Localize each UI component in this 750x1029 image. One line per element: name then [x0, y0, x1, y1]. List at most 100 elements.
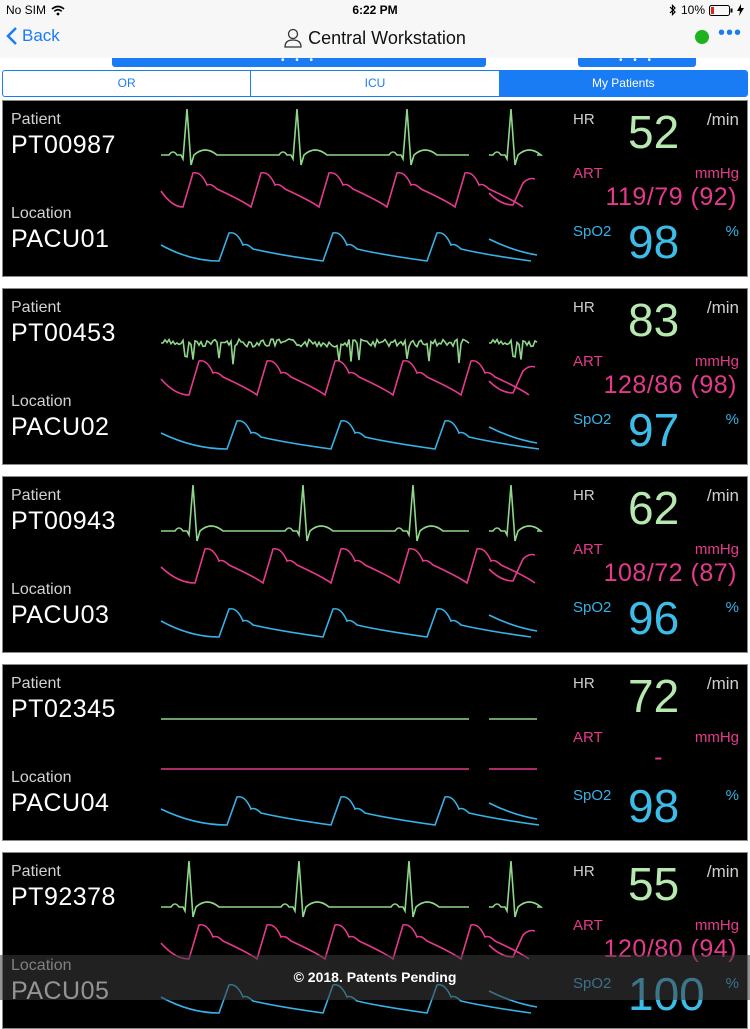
- art-waveform-tail: [488, 365, 536, 394]
- patient-label: Patient: [11, 299, 61, 316]
- ecg-waveform: [160, 337, 470, 365]
- art-label: ART: [573, 729, 603, 746]
- tab-my-patients[interactable]: My Patients: [499, 71, 747, 96]
- waveform-display: [160, 718, 540, 826]
- copyright-text: © 2018. Patents Pending: [293, 969, 457, 985]
- hr-unit: /min: [706, 110, 739, 129]
- hr-label: HR: [573, 299, 595, 316]
- back-label: Back: [22, 26, 60, 45]
- battery-percent: 10%: [680, 3, 705, 17]
- status-bar: No SIM 6:22 PM 10%: [0, 0, 750, 20]
- connection-status-indicator: [695, 30, 709, 44]
- patient-label: Patient: [11, 487, 61, 504]
- pleth-waveform-tail: [488, 238, 538, 256]
- pleth-waveform-tail: [488, 802, 538, 820]
- spo2-label: SpO2: [573, 787, 612, 804]
- art-waveform: [160, 923, 530, 961]
- tab-or[interactable]: OR: [3, 71, 252, 96]
- location-label: Location: [11, 205, 72, 222]
- art-value: 119/79 (92): [605, 183, 737, 211]
- spo2-label: SpO2: [573, 223, 612, 240]
- art-unit: mmHg: [694, 729, 739, 746]
- patient-id: PT00453: [11, 319, 116, 347]
- art-waveform: [160, 547, 536, 585]
- location-label: Location: [11, 393, 72, 410]
- spo2-label: SpO2: [573, 599, 612, 616]
- more-options-icon[interactable]: •••: [718, 22, 743, 44]
- hr-value: 62: [628, 482, 680, 534]
- hr-label: HR: [573, 863, 595, 880]
- pleth-waveform: [160, 607, 532, 638]
- ecg-waveform-tail: [489, 484, 543, 542]
- patient-id: PT92378: [11, 883, 116, 911]
- art-unit: mmHg: [694, 353, 739, 370]
- hr-value: 52: [628, 106, 680, 158]
- art-label: ART: [573, 165, 603, 182]
- page-title: Central Workstation: [0, 27, 750, 49]
- hr-unit: /min: [706, 862, 739, 881]
- hr-label: HR: [573, 111, 595, 128]
- art-waveform-tail: [488, 929, 536, 958]
- art-waveform-tail: [488, 553, 536, 582]
- art-unit: mmHg: [694, 541, 739, 558]
- location-id: PACU04: [11, 789, 110, 817]
- ecg-waveform-tail: [489, 860, 543, 918]
- art-value: 128/86 (98): [603, 371, 737, 399]
- waveform-display: [160, 484, 543, 638]
- hr-value: 55: [628, 858, 680, 910]
- spo2-value: 96: [628, 592, 680, 644]
- art-waveform-tail: [488, 177, 536, 206]
- location-label: Location: [11, 769, 72, 786]
- art-waveform: [160, 359, 530, 397]
- spo2-value: 98: [628, 216, 680, 268]
- spo2-value: 97: [628, 404, 680, 456]
- ward-tabs: OR ICU My Patients: [2, 70, 748, 97]
- pleth-waveform-tail: [488, 426, 538, 444]
- patient-monitor-tile[interactable]: Patient PT00943 Location PACU03 HR/min 62 ART m…: [2, 476, 748, 653]
- carrier-label: No SIM: [6, 3, 47, 17]
- bluetooth-icon: [669, 4, 676, 16]
- waveform-display: [160, 108, 543, 262]
- patient-monitor-tile[interactable]: Patient PT00987 Location PACU01 HR/min 52 ART m…: [2, 100, 748, 277]
- right-pane-drag-handle[interactable]: • • •: [578, 56, 696, 67]
- location-id: PACU03: [11, 601, 110, 629]
- spo2-value: 98: [628, 780, 680, 832]
- back-button[interactable]: Back: [6, 26, 60, 46]
- pleth-waveform: [160, 795, 540, 826]
- charging-icon: [737, 4, 744, 16]
- patient-monitor-tile[interactable]: PatientPT92378LocationPACU05HR/min55ARTm…: [2, 852, 748, 1029]
- left-pane-drag-handle[interactable]: • • •: [112, 56, 486, 67]
- pleth-waveform: [160, 231, 532, 262]
- spo2-unit: %: [725, 599, 739, 616]
- art-unit: mmHg: [694, 165, 739, 182]
- user-icon: [284, 29, 302, 48]
- patient-id: PT02345: [11, 695, 116, 723]
- ecg-waveform: [161, 484, 469, 542]
- art-label: ART: [573, 541, 603, 558]
- art-unit: mmHg: [694, 917, 739, 934]
- hr-unit: /min: [706, 298, 739, 317]
- tab-icu[interactable]: ICU: [251, 71, 500, 96]
- waveform-display: [160, 860, 543, 1014]
- patient-label: Patient: [11, 675, 61, 692]
- ecg-waveform: [161, 108, 469, 166]
- patient-monitor-tile[interactable]: Patient PT02345 Location PACU04 HR/min 72 ART m…: [2, 664, 748, 841]
- patient-label: Patient: [11, 111, 61, 128]
- hr-value: 72: [628, 670, 680, 722]
- clock: 6:22 PM: [352, 3, 398, 17]
- location-id: PACU01: [11, 225, 110, 253]
- patient-id: PT00943: [11, 507, 116, 535]
- location-id: PACU02: [11, 413, 110, 441]
- spo2-unit: %: [725, 223, 739, 240]
- hr-label: HR: [573, 675, 595, 692]
- page-title-text: Central Workstation: [308, 27, 466, 48]
- art-label: ART: [573, 353, 603, 370]
- hr-unit: /min: [706, 674, 739, 693]
- pleth-waveform-tail: [488, 614, 538, 632]
- location-label: Location: [11, 581, 72, 598]
- wifi-icon: [51, 5, 65, 15]
- patient-monitor-tile[interactable]: Patient PT00453 Location PACU02 HR/min 83 ART m…: [2, 288, 748, 465]
- ecg-waveform-tail: [488, 338, 538, 360]
- hr-unit: /min: [706, 486, 739, 505]
- waveform-display: [160, 337, 540, 450]
